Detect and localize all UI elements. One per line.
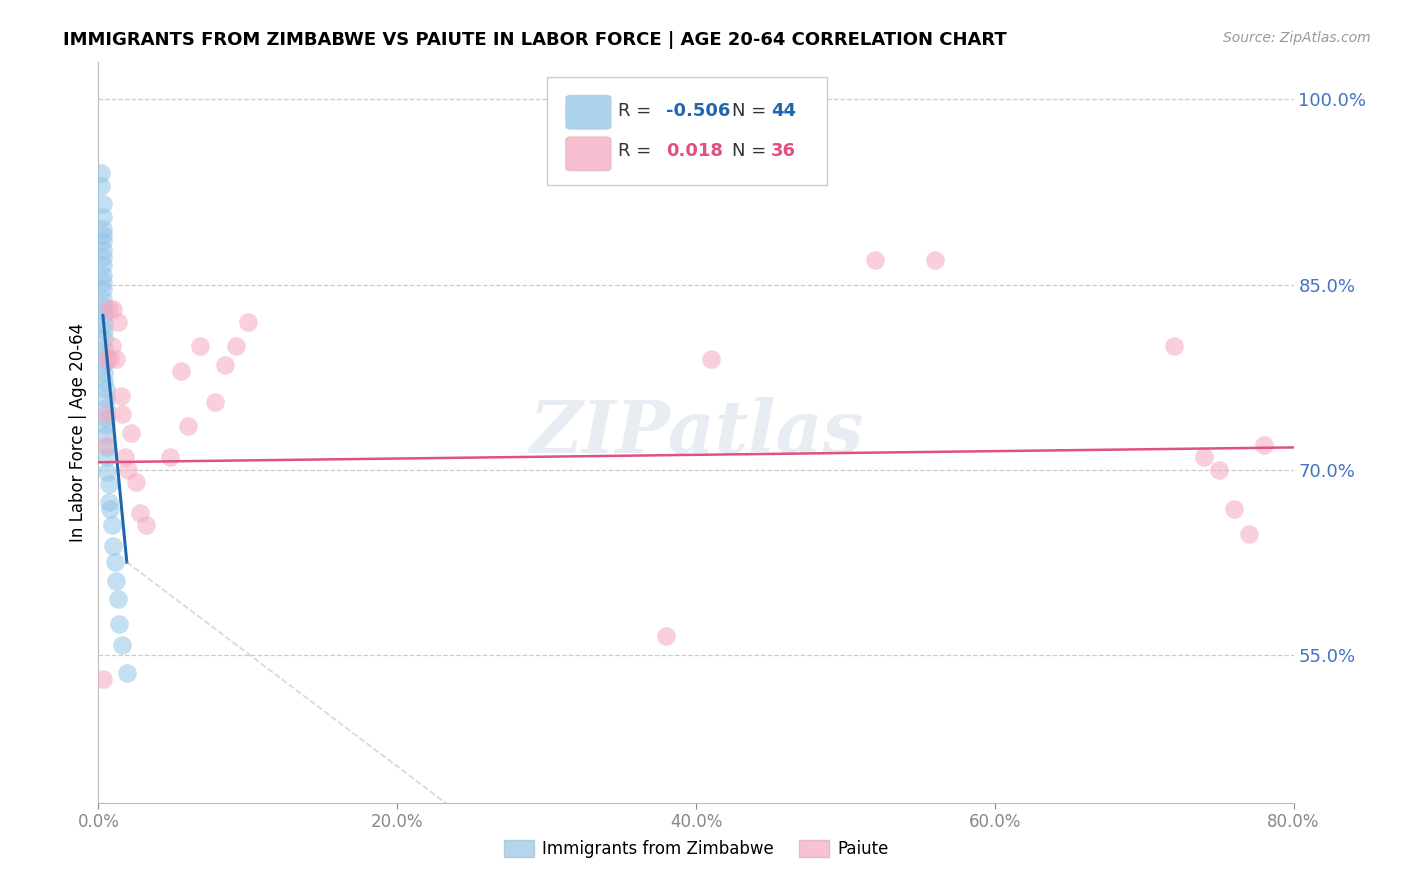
Point (91, 243, 114, 257)
Point (214, 358, 236, 372)
Point (93, 349, 115, 363)
Point (1163, 339, 1185, 353)
Point (94, 407, 117, 421)
Point (105, 574, 128, 588)
Point (90, 178, 112, 193)
Point (865, 252, 887, 267)
Point (93, 325, 115, 339)
Point (117, 462, 139, 476)
Point (115, 666, 138, 681)
Point (98, 351, 122, 366)
Point (97, 494, 120, 508)
Point (111, 638, 134, 652)
Text: R =: R = (619, 143, 657, 161)
Point (96, 441, 118, 455)
Text: N =: N = (733, 143, 772, 161)
Point (91, 235, 114, 249)
Point (93, 307, 115, 321)
Point (107, 315, 129, 329)
Point (1237, 526, 1260, 541)
Point (97, 302, 120, 317)
Point (225, 339, 247, 353)
Point (98, 502, 122, 516)
Point (96, 465, 118, 479)
Point (93, 374, 115, 388)
Point (108, 616, 131, 631)
Point (159, 450, 181, 465)
Point (93, 300, 115, 314)
Text: Source: ZipAtlas.com: Source: ZipAtlas.com (1223, 31, 1371, 45)
Point (1253, 438, 1275, 452)
Point (91, 283, 114, 297)
Point (104, 555, 127, 569)
FancyBboxPatch shape (565, 95, 612, 129)
Point (1192, 450, 1215, 465)
Point (93, 357, 115, 371)
Point (114, 450, 136, 465)
Point (94, 410, 117, 425)
Point (94, 383, 117, 397)
Point (93, 317, 115, 331)
Point (204, 394, 226, 409)
Point (120, 425, 142, 440)
Point (90, 166, 112, 180)
Point (169, 364, 191, 378)
Point (91, 251, 114, 265)
Point (91, 210, 114, 224)
Point (91, 258, 114, 272)
Text: ZIPatlas: ZIPatlas (529, 397, 863, 468)
FancyBboxPatch shape (547, 78, 827, 185)
Y-axis label: In Labor Force | Age 20-64: In Labor Force | Age 20-64 (69, 323, 87, 542)
Text: 0.018: 0.018 (666, 143, 723, 161)
Point (91, 293, 114, 307)
Text: 44: 44 (772, 102, 796, 120)
Point (91, 275, 114, 289)
Point (93, 367, 115, 381)
Point (91, 222, 114, 236)
Point (177, 419, 200, 434)
Point (94, 428, 117, 442)
Point (93, 332, 115, 346)
Point (101, 518, 124, 533)
Point (97, 477, 120, 491)
Point (236, 315, 259, 329)
Point (94, 391, 117, 405)
Point (110, 388, 132, 402)
Point (103, 302, 125, 317)
Point (125, 475, 148, 489)
Text: -0.506: -0.506 (666, 102, 731, 120)
Point (111, 407, 134, 421)
Point (1223, 502, 1246, 516)
Point (96, 450, 118, 465)
Point (91, 673, 114, 687)
Point (91, 197, 114, 211)
Point (96, 351, 118, 366)
Text: IMMIGRANTS FROM ZIMBABWE VS PAIUTE IN LABOR FORCE | AGE 20-64 CORRELATION CHART: IMMIGRANTS FROM ZIMBABWE VS PAIUTE IN LA… (63, 31, 1007, 49)
Point (129, 506, 152, 520)
Point (94, 418, 117, 433)
FancyBboxPatch shape (565, 136, 612, 171)
Text: N =: N = (733, 102, 772, 120)
Point (655, 629, 678, 643)
Point (91, 268, 114, 282)
Point (924, 252, 946, 267)
Point (107, 592, 129, 607)
Point (1208, 462, 1230, 476)
Point (101, 339, 124, 353)
Point (188, 339, 211, 353)
Point (94, 438, 117, 452)
Text: R =: R = (619, 102, 657, 120)
Text: 36: 36 (772, 143, 796, 161)
Point (700, 351, 723, 366)
Point (93, 342, 115, 356)
Point (94, 401, 117, 415)
Point (105, 351, 128, 366)
Point (103, 539, 125, 553)
Point (91, 228, 114, 243)
Legend: Immigrants from Zimbabwe, Paiute: Immigrants from Zimbabwe, Paiute (496, 833, 896, 865)
Point (135, 518, 157, 533)
